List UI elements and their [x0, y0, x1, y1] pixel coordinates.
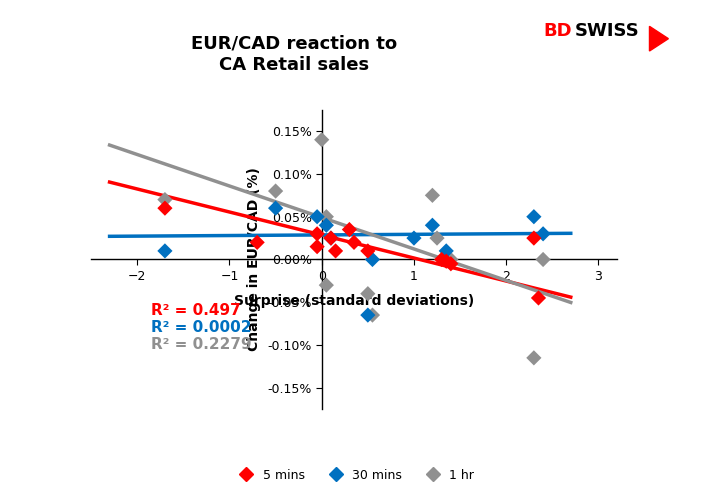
Text: R² = 0.0002: R² = 0.0002: [151, 320, 252, 335]
X-axis label: Surprise (standard deviations): Surprise (standard deviations): [234, 294, 474, 308]
Text: R² = 0.497: R² = 0.497: [151, 303, 241, 318]
1 hr: [427, 191, 438, 199]
1 hr: [445, 255, 456, 263]
1 hr: [529, 354, 540, 362]
30 mins: [409, 234, 420, 242]
Polygon shape: [650, 26, 669, 51]
5 mins: [159, 204, 170, 212]
5 mins: [311, 243, 322, 250]
30 mins: [529, 213, 540, 221]
30 mins: [538, 230, 549, 238]
Text: EUR/CAD reaction to
CA Retail sales: EUR/CAD reaction to CA Retail sales: [191, 35, 397, 74]
30 mins: [441, 247, 452, 255]
30 mins: [159, 247, 170, 255]
1 hr: [538, 255, 549, 263]
30 mins: [427, 221, 438, 229]
30 mins: [325, 234, 336, 242]
Text: SWISS: SWISS: [575, 22, 639, 40]
30 mins: [270, 204, 281, 212]
5 mins: [325, 234, 336, 242]
1 hr: [362, 290, 374, 298]
5 mins: [362, 247, 374, 255]
30 mins: [362, 311, 374, 319]
1 hr: [270, 187, 281, 195]
1 hr: [431, 234, 442, 242]
30 mins: [311, 213, 322, 221]
1 hr: [367, 311, 378, 319]
5 mins: [529, 234, 540, 242]
Text: BD: BD: [543, 22, 572, 40]
Text: R² = 0.2279: R² = 0.2279: [151, 337, 252, 352]
5 mins: [533, 294, 544, 302]
30 mins: [367, 255, 378, 263]
5 mins: [445, 260, 456, 268]
5 mins: [436, 255, 447, 263]
5 mins: [252, 239, 263, 247]
1 hr: [321, 213, 332, 221]
5 mins: [330, 247, 341, 255]
Legend: 5 mins, 30 mins, 1 hr: 5 mins, 30 mins, 1 hr: [229, 464, 479, 487]
5 mins: [311, 230, 322, 238]
1 hr: [321, 281, 332, 289]
5 mins: [441, 257, 452, 265]
1 hr: [316, 136, 327, 144]
30 mins: [321, 221, 332, 229]
5 mins: [343, 226, 355, 234]
5 mins: [348, 239, 360, 247]
1 hr: [159, 196, 170, 204]
Y-axis label: Change in EUR/CAD (%): Change in EUR/CAD (%): [247, 168, 261, 351]
